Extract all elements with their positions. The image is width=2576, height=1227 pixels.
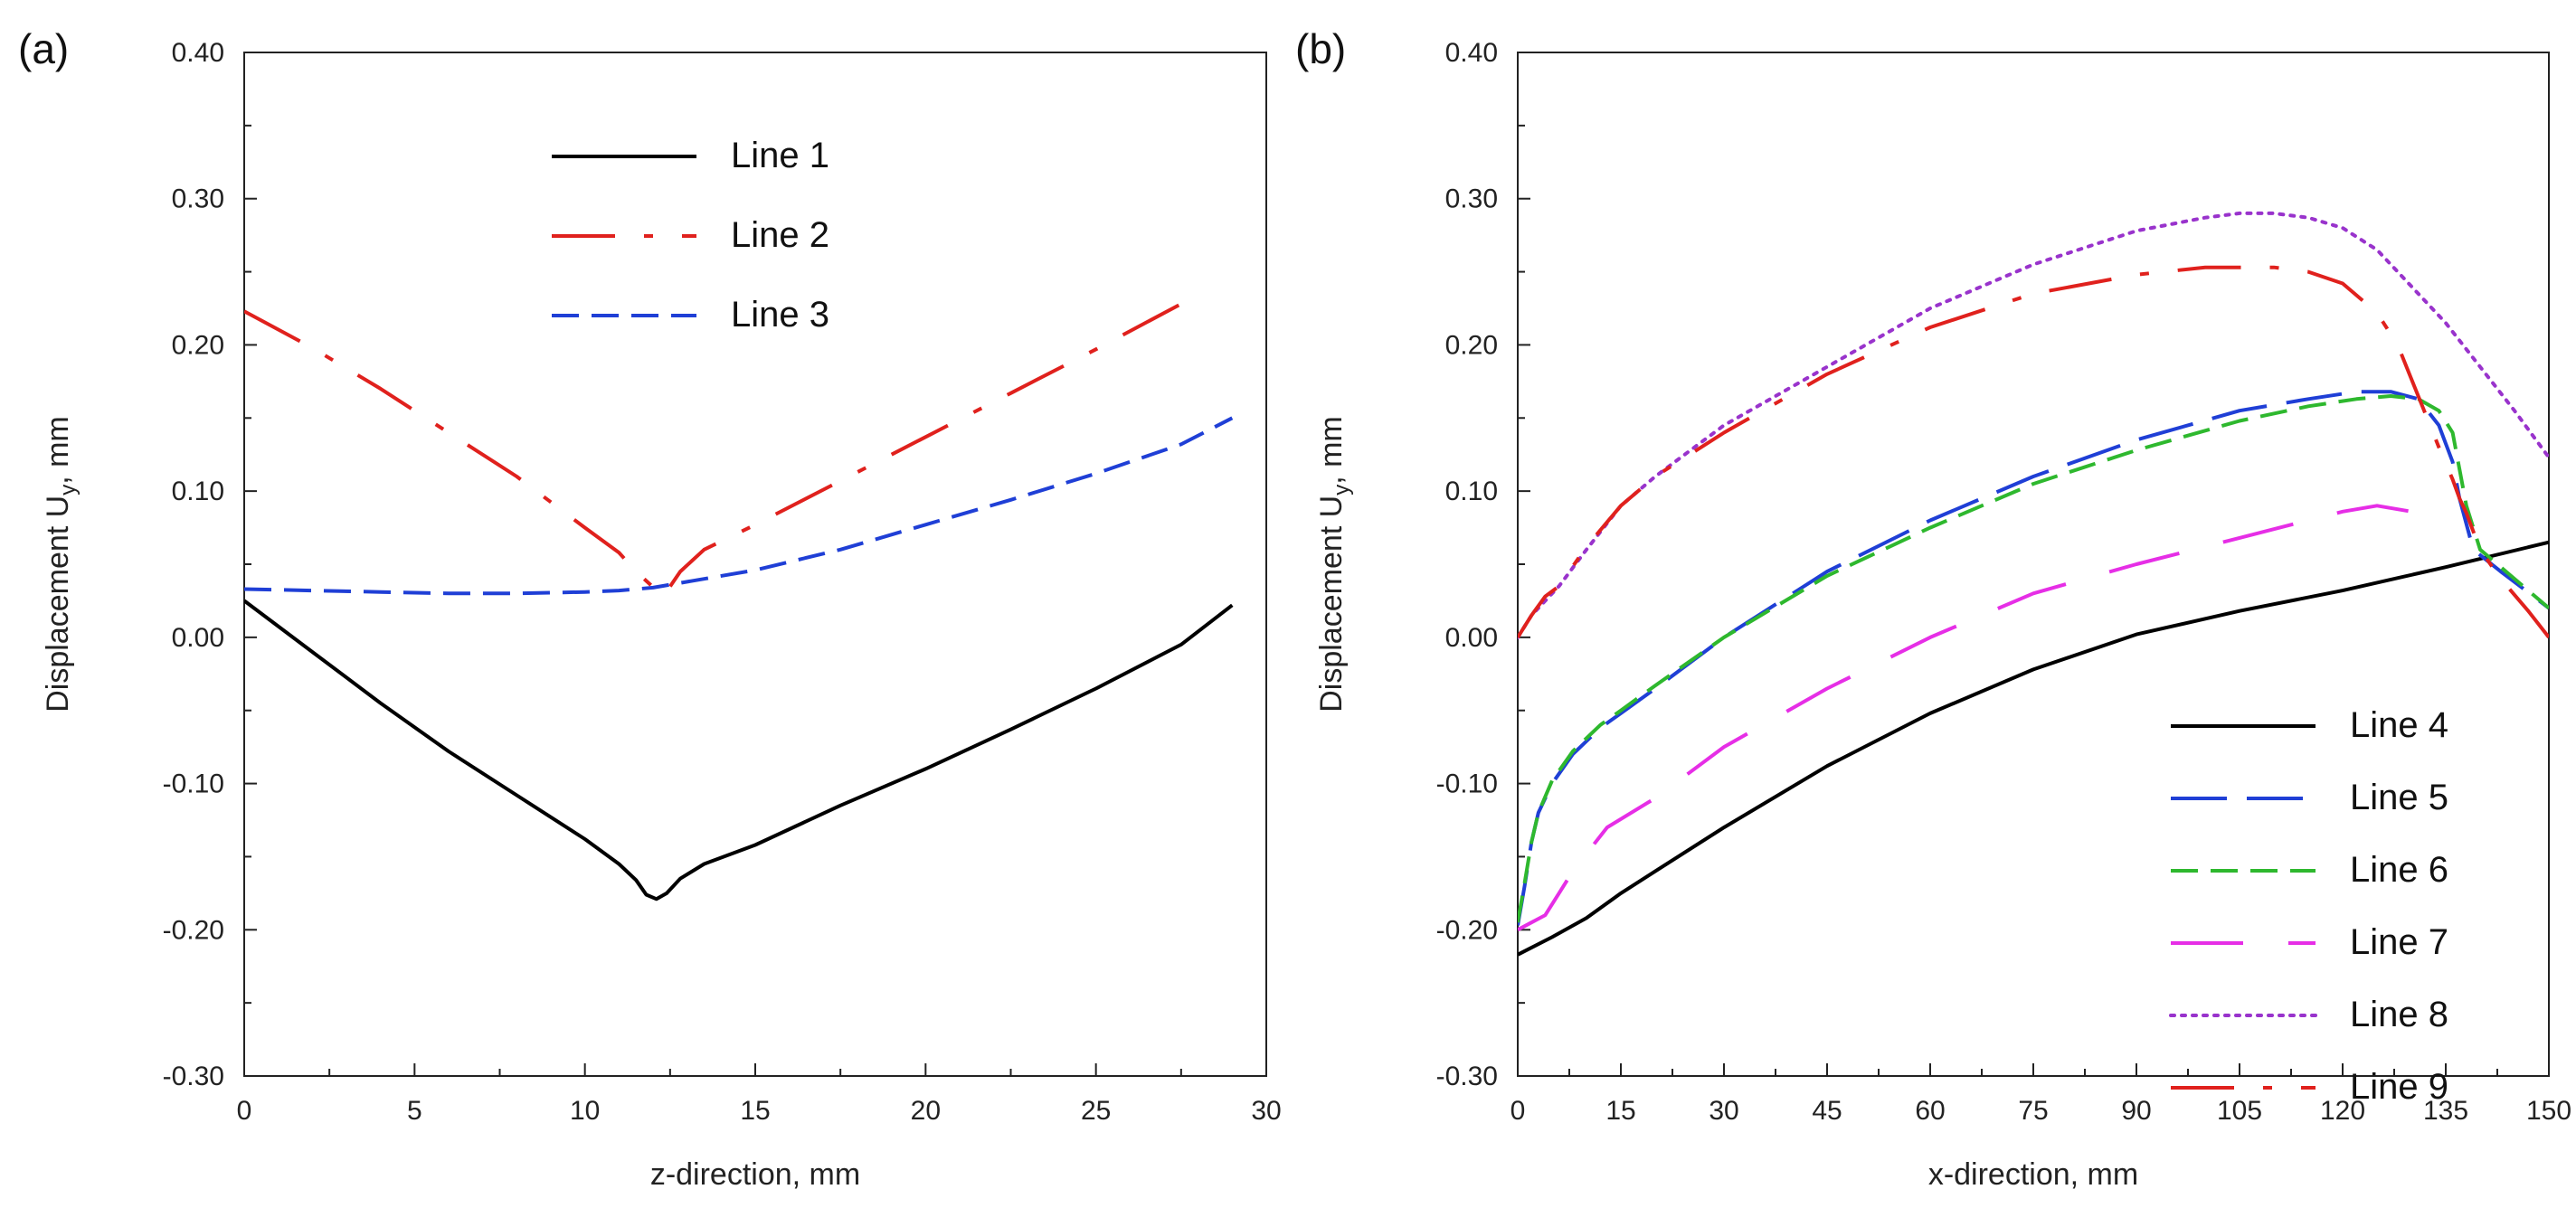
legend-label-line-5: Line 5	[2350, 778, 2448, 817]
y-tick-label-a: 0.30	[172, 184, 224, 214]
legend-label-line-3: Line 3	[731, 295, 829, 335]
y-tick-label-a: 0.00	[172, 623, 224, 653]
legend-label-line-9: Line 9	[2350, 1067, 2448, 1107]
x-tick-label-a: 20	[911, 1096, 941, 1126]
panel-label-a: (a)	[18, 25, 69, 72]
x-tick-label-a: 15	[740, 1096, 770, 1126]
y-tick-label-a: 0.20	[172, 330, 224, 360]
legend-label-line-4: Line 4	[2350, 705, 2448, 745]
x-tick-label-b: 135	[2423, 1096, 2468, 1126]
y-tick-label-a: -0.30	[163, 1062, 224, 1091]
x-tick-label-b: 105	[2217, 1096, 2262, 1126]
x-tick-label-b: 60	[1915, 1096, 1945, 1126]
x-tick-label-a: 0	[237, 1096, 252, 1126]
series-line-line-2	[244, 302, 1182, 599]
x-tick-label-a: 30	[1251, 1096, 1281, 1126]
legend-label-line-1: Line 1	[731, 136, 829, 175]
legend-label-line-7: Line 7	[2350, 922, 2448, 962]
y-tick-label-b: 0.20	[1445, 330, 1498, 360]
y-tick-label-b: 0.30	[1445, 184, 1498, 214]
y-tick-label-a: 0.40	[172, 38, 224, 68]
x-axis-title-b: x-direction, mm	[1928, 1157, 2138, 1192]
x-tick-label-b: 0	[1511, 1096, 1526, 1126]
y-tick-label-b: 0.10	[1445, 477, 1498, 506]
x-tick-label-b: 30	[1709, 1096, 1738, 1126]
series-line-line-1	[244, 599, 1234, 901]
series-line-line-4	[1518, 540, 2549, 957]
y-tick-label-a: -0.10	[163, 769, 224, 799]
x-tick-label-b: 150	[2526, 1096, 2571, 1126]
x-tick-label-a: 10	[570, 1096, 600, 1126]
x-tick-label-a: 5	[407, 1096, 422, 1126]
x-axis-title-a: z-direction, mm	[650, 1157, 860, 1192]
series-line-line-5	[1518, 390, 2549, 926]
series-line-line-6	[1518, 394, 2549, 923]
series-line-line-7	[1518, 504, 2412, 932]
y-tick-label-b: 0.40	[1445, 38, 1498, 68]
y-axis-title-a: Displacement Uy, mm	[41, 416, 80, 713]
y-tick-label-b: 0.00	[1445, 623, 1498, 653]
panel-label-b: (b)	[1295, 25, 1346, 72]
legend-label-line-6: Line 6	[2350, 850, 2448, 890]
plot-frame-a	[243, 52, 1267, 1077]
y-tick-label-b: -0.30	[1436, 1062, 1498, 1091]
x-tick-label-a: 25	[1081, 1096, 1111, 1126]
y-tick-label-a: 0.10	[172, 477, 224, 506]
y-axis-title-b: Displacement Uy, mm	[1314, 416, 1354, 713]
series-line-line-8	[1518, 211, 2549, 639]
legend-label-line-8: Line 8	[2350, 995, 2448, 1034]
x-tick-label-b: 120	[2320, 1096, 2365, 1126]
y-tick-label-a: -0.20	[163, 915, 224, 945]
panel-a-chart: (a) -0.30 -0.20 -0.10 0.00 0.10 0.20 0.30 0.40 0 5…	[18, 25, 1282, 1192]
legend-a: Line 1 Line 2 Line 3	[552, 136, 829, 335]
series-line-line-3	[244, 416, 1234, 596]
x-tick-label-b: 15	[1605, 1096, 1635, 1126]
legend-label-line-2: Line 2	[731, 215, 829, 255]
y-tick-label-b: -0.20	[1436, 915, 1498, 945]
series-line-line-9	[1518, 265, 2549, 639]
y-tick-label-b: -0.10	[1436, 769, 1498, 799]
panel-b-chart: (b) -0.30 -0.20 -0.10 0.00 0.10 0.20 0.30 0.40 0 1…	[1295, 25, 2571, 1192]
x-tick-label-b: 75	[2018, 1096, 2048, 1126]
legend-b: Line 4 Line 5 Line 6 Line 7 Line 8 Line 9	[2169, 705, 2448, 1107]
x-tick-label-b: 45	[1812, 1096, 1842, 1126]
x-tick-label-b: 90	[2121, 1096, 2151, 1126]
